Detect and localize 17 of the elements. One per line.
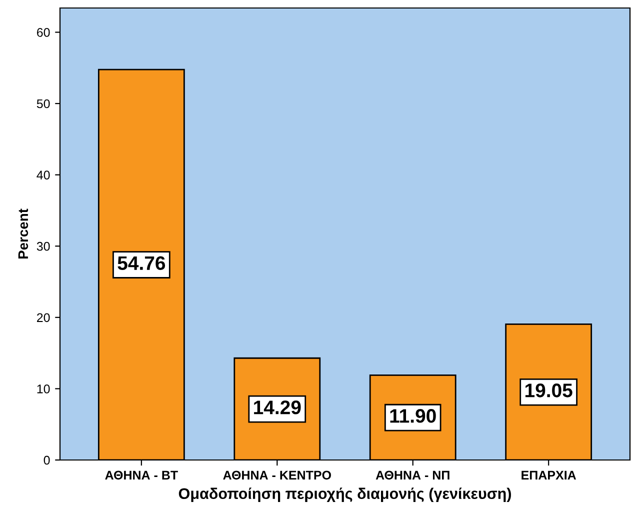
y-axis-title: Percent (18, 208, 28, 259)
data-label: 14.29 (254, 400, 301, 414)
x-tick-label: ΑΘΗΝΑ - ΝΠ (376, 470, 450, 480)
y-tick-label: 50 (36, 99, 50, 108)
x-tick-label: ΕΠΑΡΧΙΑ (522, 470, 576, 480)
y-tick-label: 30 (36, 242, 50, 251)
y-tick-label: 40 (36, 170, 50, 180)
x-tick-label: ΑΘΗΝΑ - ΒΤ (105, 470, 178, 480)
y-tick-label: 60 (37, 28, 50, 37)
x-tick-label: ΑΘΗΝΑ - ΚΕΝΤΡΟ (223, 470, 331, 480)
y-tick-label: 20 (37, 313, 50, 322)
x-axis-title: Ομαδοποίηση περιοχής διαμονής (γενίκευση) (178, 488, 511, 502)
data-label: 11.90 (390, 409, 436, 423)
data-label: 54.76 (118, 256, 166, 270)
y-tick-label: 10 (37, 384, 50, 394)
data-label: 19.05 (525, 384, 572, 398)
y-tick-label: 0 (44, 456, 50, 465)
